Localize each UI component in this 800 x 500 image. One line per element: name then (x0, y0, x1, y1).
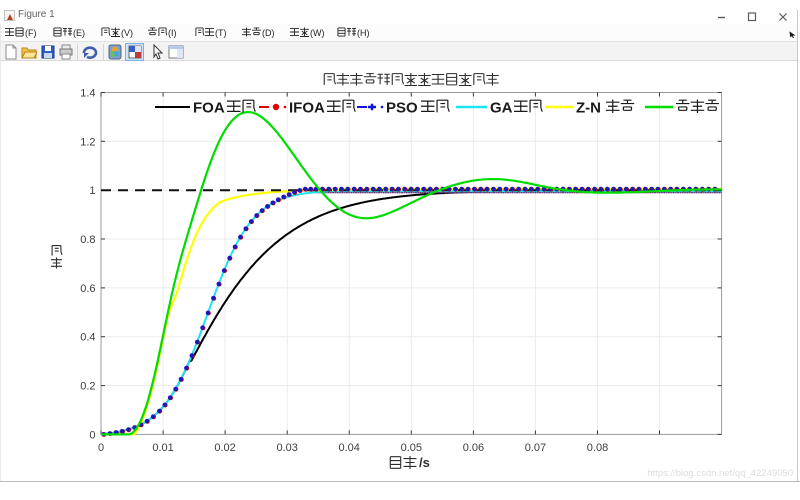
svg-text:PSO: PSO (386, 100, 418, 117)
svg-text:0.02: 0.02 (214, 442, 235, 454)
svg-text:0: 0 (98, 442, 104, 454)
svg-text:0.4: 0.4 (80, 332, 95, 344)
svg-text:IFOA: IFOA (289, 100, 325, 117)
svg-text:FOA: FOA (193, 100, 225, 117)
svg-text:0.06: 0.06 (463, 442, 484, 454)
svg-text:0.07: 0.07 (525, 442, 546, 454)
svg-text:0.8: 0.8 (80, 234, 95, 246)
svg-text:GA: GA (490, 100, 513, 117)
svg-text:0: 0 (89, 429, 95, 441)
svg-text:/s: /s (419, 455, 430, 470)
svg-text:0.6: 0.6 (80, 283, 95, 295)
svg-text:Z-N: Z-N (576, 100, 601, 117)
svg-text:0.01: 0.01 (152, 442, 173, 454)
svg-text:0.05: 0.05 (401, 442, 422, 454)
svg-text:1: 1 (89, 185, 95, 197)
svg-text:0.03: 0.03 (276, 442, 297, 454)
svg-text:1.2: 1.2 (80, 136, 95, 148)
svg-text:0.2: 0.2 (80, 381, 95, 393)
svg-text:0.08: 0.08 (587, 442, 608, 454)
svg-text:https://blog.csdn.net/qq_42249: https://blog.csdn.net/qq_42249050 (647, 468, 793, 479)
svg-text:0.04: 0.04 (338, 442, 359, 454)
svg-text:1.4: 1.4 (80, 88, 95, 100)
